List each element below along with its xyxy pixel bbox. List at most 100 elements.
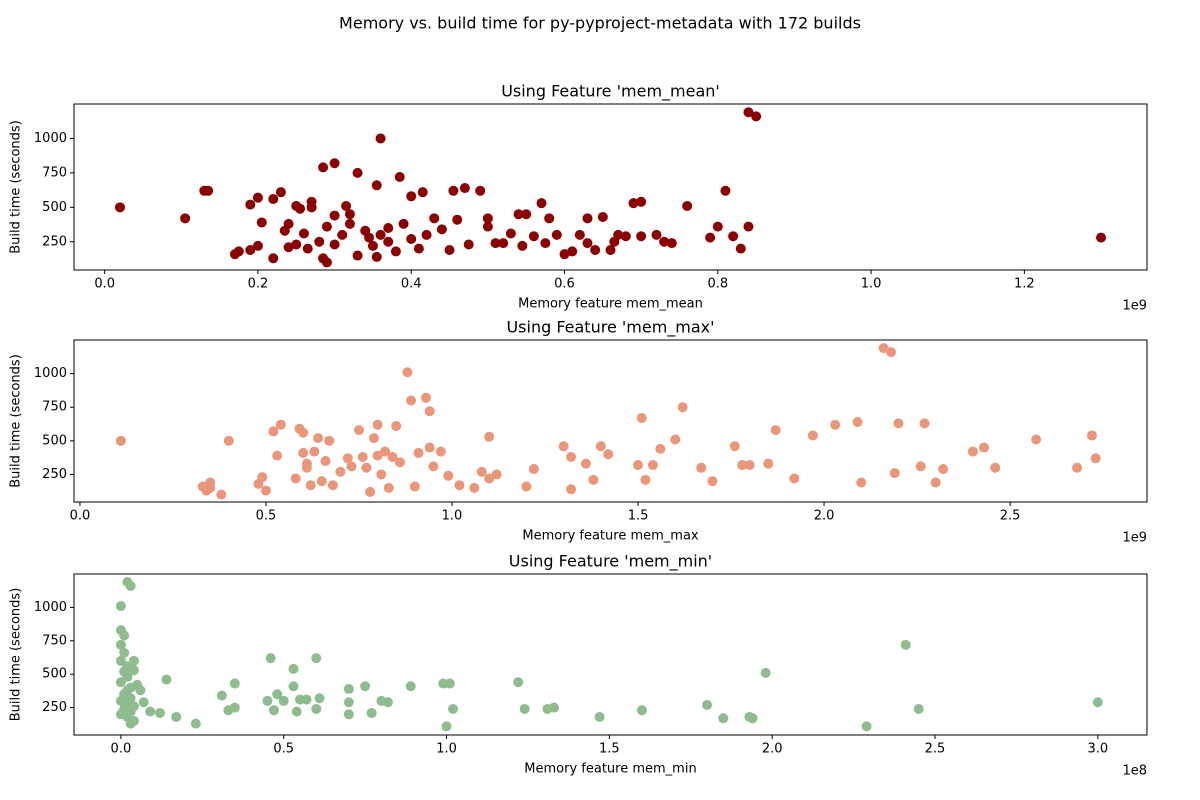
scatter-point bbox=[380, 446, 391, 457]
scatter-point bbox=[346, 461, 357, 472]
scatter-point bbox=[327, 480, 338, 491]
scatter-point bbox=[233, 246, 244, 257]
scatter-point bbox=[295, 203, 306, 214]
scatter-point bbox=[919, 418, 930, 429]
x-tick-label: 0.5 bbox=[256, 509, 277, 524]
y-tick-label: 750 bbox=[42, 165, 67, 180]
scatter-point bbox=[223, 435, 234, 446]
axes-title: Using Feature 'mem_max' bbox=[506, 318, 714, 338]
scatter-point bbox=[705, 232, 716, 243]
scatter-point bbox=[278, 695, 289, 706]
scatter-point bbox=[272, 450, 283, 461]
scatter-point bbox=[413, 243, 424, 254]
scatter-point bbox=[463, 239, 474, 250]
scatter-point bbox=[343, 697, 354, 708]
scatter-point bbox=[682, 200, 693, 211]
scatter-point bbox=[588, 474, 599, 485]
scatter-point bbox=[161, 674, 172, 685]
scatter-point bbox=[406, 234, 417, 245]
axes-title: Using Feature 'mem_mean' bbox=[501, 82, 720, 102]
scatter-point bbox=[382, 697, 393, 708]
scatter-point bbox=[268, 194, 279, 205]
scatter-point bbox=[521, 209, 532, 220]
scatter-point bbox=[640, 474, 651, 485]
scatter-point bbox=[125, 718, 136, 729]
scatter-point bbox=[329, 239, 340, 250]
scatter-point bbox=[405, 681, 416, 692]
scatter-point bbox=[482, 213, 493, 224]
x-tick-label: 3.0 bbox=[1087, 742, 1108, 757]
x-tick-label: 0.2 bbox=[248, 277, 269, 292]
scatter-point bbox=[517, 240, 528, 251]
scatter-point bbox=[298, 447, 309, 458]
scatter-point bbox=[633, 460, 644, 471]
scatter-point bbox=[448, 185, 459, 196]
scatter-point bbox=[306, 202, 317, 213]
x-axis-label: Memory feature mem_mean bbox=[518, 297, 703, 312]
scatter-point bbox=[429, 213, 440, 224]
scatter-point bbox=[613, 229, 624, 240]
scatter-point bbox=[491, 469, 502, 480]
scatter-point bbox=[390, 246, 401, 257]
scatter-point bbox=[229, 702, 240, 713]
scatter-point bbox=[636, 412, 647, 423]
scatter-point bbox=[128, 655, 139, 666]
scatter-point bbox=[651, 229, 662, 240]
scatter-point bbox=[443, 470, 454, 481]
x-tick-label: 2.0 bbox=[814, 509, 835, 524]
scatter-point bbox=[115, 435, 126, 446]
scatter-point bbox=[265, 653, 276, 664]
x-tick-label: 0.0 bbox=[94, 277, 115, 292]
scatter-point bbox=[444, 678, 455, 689]
scatter-point bbox=[807, 430, 818, 441]
scatter-point bbox=[301, 462, 312, 473]
scatter-point bbox=[256, 217, 267, 228]
scatter-point bbox=[344, 209, 355, 220]
y-tick-label: 750 bbox=[42, 400, 67, 415]
scatter-point bbox=[566, 451, 577, 462]
scatter-point bbox=[402, 367, 413, 378]
scatter-point bbox=[344, 218, 355, 229]
scatter-point bbox=[590, 245, 601, 256]
scatter-point bbox=[290, 473, 301, 484]
x-tick-label: 1.5 bbox=[628, 509, 649, 524]
scatter-point bbox=[391, 421, 402, 432]
scatter-point bbox=[594, 711, 605, 722]
scatter-point bbox=[878, 343, 889, 354]
axes-title: Using Feature 'mem_min' bbox=[509, 552, 712, 572]
scatter-point bbox=[383, 236, 394, 247]
scatter-point bbox=[513, 209, 524, 220]
scatter-point bbox=[505, 228, 516, 239]
scatter-point bbox=[288, 663, 299, 674]
scatter-point bbox=[521, 481, 532, 492]
x-axis-label: Memory feature mem_min bbox=[524, 762, 696, 777]
scatter-point bbox=[368, 433, 379, 444]
scatter-point bbox=[216, 489, 227, 500]
scatter-point bbox=[459, 183, 470, 194]
scatter-point bbox=[288, 681, 299, 692]
scatter-point bbox=[1096, 232, 1107, 243]
x-offset-label: 1e8 bbox=[1122, 764, 1147, 779]
scatter-point bbox=[342, 453, 353, 464]
scatter-point bbox=[528, 231, 539, 242]
scatter-point bbox=[128, 665, 139, 676]
y-tick-label: 1000 bbox=[34, 366, 67, 381]
scatter-point bbox=[696, 462, 707, 473]
scatter-point bbox=[291, 706, 302, 717]
scatter-point bbox=[666, 238, 677, 249]
x-tick-label: 1.0 bbox=[442, 509, 463, 524]
scatter-point bbox=[729, 441, 740, 452]
scatter-point bbox=[291, 239, 302, 250]
scatter-point bbox=[343, 683, 354, 694]
scatter-point bbox=[321, 221, 332, 232]
axes-frame bbox=[73, 103, 1148, 271]
scatter-point bbox=[205, 482, 216, 493]
scatter-point bbox=[979, 442, 990, 453]
scatter-point bbox=[770, 425, 781, 436]
scatter-point bbox=[275, 419, 286, 430]
scatter-point bbox=[324, 435, 335, 446]
scatter-point bbox=[566, 484, 577, 495]
scatter-point bbox=[582, 213, 593, 224]
scatter-point bbox=[119, 647, 130, 658]
scatter-point bbox=[559, 249, 570, 260]
